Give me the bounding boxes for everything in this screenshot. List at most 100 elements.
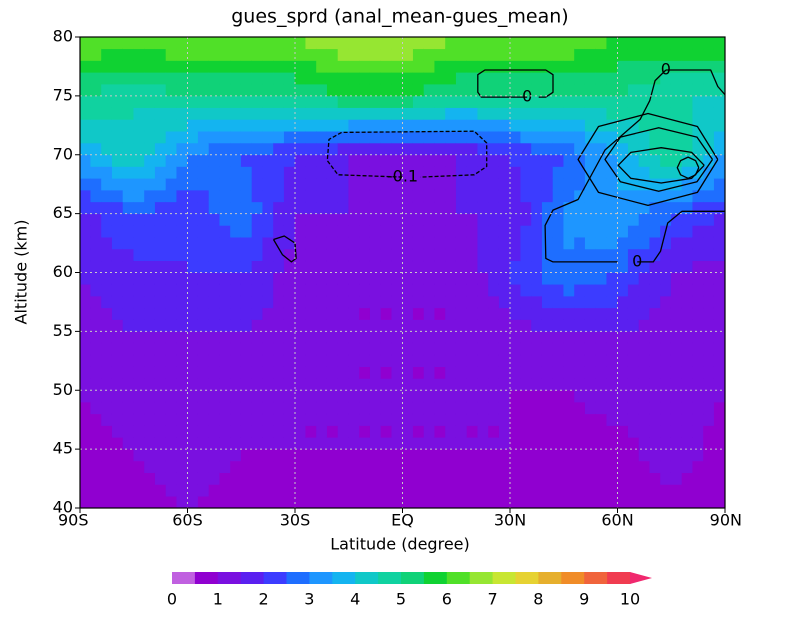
- field-cell: [240, 72, 253, 85]
- field-cell: [692, 236, 704, 250]
- field-cell: [208, 201, 221, 214]
- field-cell: [273, 389, 285, 403]
- field-cell: [498, 319, 511, 332]
- field-cell: [144, 119, 156, 132]
- field-cell: [509, 331, 522, 344]
- field-cell: [165, 460, 178, 473]
- field-cell: [273, 342, 285, 356]
- field-cell: [326, 319, 339, 332]
- field-cell: [402, 378, 414, 391]
- field-cell: [434, 460, 446, 473]
- field-cell: [316, 236, 328, 250]
- field-cell: [359, 37, 371, 50]
- field-cell: [122, 378, 135, 391]
- field-cell: [316, 401, 328, 415]
- field-cell: [649, 484, 661, 497]
- field-cell: [133, 107, 145, 120]
- field-cell: [337, 107, 350, 120]
- field-cell: [423, 83, 436, 97]
- field-cell: [80, 260, 92, 273]
- field-cell: [122, 272, 135, 285]
- field-cell: [574, 448, 586, 462]
- field-cell: [326, 307, 339, 320]
- field-cell: [509, 189, 522, 203]
- field-cell: [541, 119, 554, 132]
- field-cell: [552, 213, 565, 226]
- field-cell: [240, 48, 253, 61]
- field-cell: [660, 495, 672, 508]
- field-cell: [262, 213, 274, 226]
- field-cell: [434, 119, 446, 132]
- field-cell: [380, 119, 393, 132]
- field-cell: [208, 142, 221, 156]
- field-cell: [101, 178, 113, 191]
- field-cell: [445, 272, 457, 285]
- field-cell: [455, 307, 468, 320]
- field-cell: [187, 472, 199, 485]
- field-cell: [187, 236, 199, 250]
- field-cell: [380, 260, 393, 273]
- field-cell: [466, 225, 479, 238]
- field-cell: [111, 119, 124, 132]
- field-cell: [584, 83, 597, 97]
- field-cell: [703, 236, 715, 250]
- field-cell: [230, 413, 242, 426]
- field-cell: [283, 48, 296, 61]
- field-cell: [649, 83, 661, 97]
- field-cell: [380, 72, 393, 85]
- field-cell: [101, 437, 113, 450]
- field-cell: [208, 342, 221, 356]
- field-cell: [466, 448, 479, 462]
- field-cell: [670, 60, 683, 73]
- field-cell: [595, 495, 608, 508]
- field-cell: [595, 472, 608, 485]
- field-cell: [423, 484, 436, 497]
- field-cell: [488, 331, 500, 344]
- field-cell: [660, 95, 672, 108]
- field-cell: [670, 142, 683, 156]
- field-cell: [391, 260, 403, 273]
- field-cell: [638, 213, 651, 226]
- field-cell: [240, 107, 253, 120]
- field-cell: [692, 295, 704, 309]
- field-cell: [402, 354, 414, 367]
- field-cell: [692, 425, 704, 438]
- field-cell: [455, 142, 468, 156]
- field-cell: [692, 72, 704, 85]
- field-cell: [584, 472, 597, 485]
- field-cell: [455, 484, 468, 497]
- field-cell: [187, 95, 199, 108]
- field-cell: [584, 484, 597, 497]
- field-cell: [713, 189, 725, 203]
- field-cell: [369, 60, 382, 73]
- field-cell: [197, 225, 210, 238]
- field-cell: [90, 83, 102, 97]
- field-cell: [649, 260, 661, 273]
- field-cell: [692, 37, 704, 50]
- field-cell: [606, 319, 618, 332]
- field-cell: [670, 401, 683, 415]
- field-cell: [240, 389, 253, 403]
- field-cell: [681, 437, 694, 450]
- field-cell: [606, 272, 618, 285]
- field-cell: [197, 295, 210, 309]
- field-cell: [402, 189, 414, 203]
- field-cell: [144, 189, 156, 203]
- contour-line: [676, 156, 700, 179]
- field-cell: [520, 342, 532, 356]
- field-cell: [552, 142, 565, 156]
- field-cell: [305, 342, 317, 356]
- field-cell: [380, 236, 393, 250]
- field-cell: [488, 425, 500, 438]
- field-cell: [80, 48, 92, 61]
- field-cell: [337, 413, 350, 426]
- field-cell: [219, 142, 231, 156]
- field-cell: [380, 378, 393, 391]
- field-cell: [111, 319, 124, 332]
- field-cell: [391, 460, 403, 473]
- field-cell: [434, 178, 446, 191]
- field-cell: [294, 95, 307, 108]
- field-cell: [412, 142, 425, 156]
- field-cell: [595, 37, 608, 50]
- field-cell: [144, 201, 156, 214]
